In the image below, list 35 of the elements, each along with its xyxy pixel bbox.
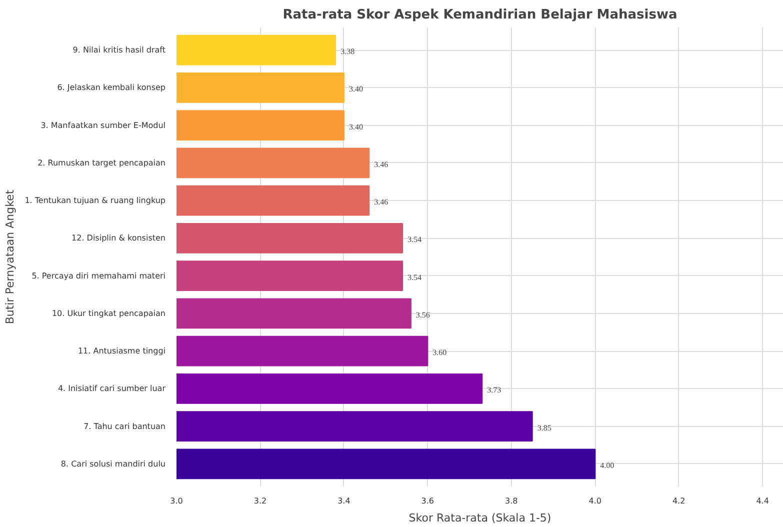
y-tick-label: 5. Percaya diri memahami materi [32,271,166,280]
data-label: 3.54 [408,235,422,244]
y-tick-label: 9. Nilai kritis hasil draft [72,46,166,55]
y-tick-label: 4. Inisiatif cari sumber luar [58,384,166,394]
x-axis-title: Skor Rata-rata (Skala 1-5) [408,512,552,524]
x-tick-label: 3.0 [170,496,183,506]
chart-title: Rata-rata Skor Aspek Kemandirian Belajar Mahasiswa [282,8,678,22]
x-tick-label: 4.4 [756,496,769,506]
y-tick-label: 7. Tahu cari bantuan [84,422,166,431]
data-label: 3.40 [348,84,363,94]
x-tick-label: 4.2 [672,496,686,506]
x-tick-label: 3.4 [338,496,350,506]
y-tick-label: 6. Jelaskan kembali konsep [57,83,166,92]
y-tick-label: 10. Ukur tingkat pencapaian [52,308,166,318]
data-label: 3.60 [432,348,447,358]
y-tick-label: 11. Antusiasme tinggi [78,346,166,356]
y-tick-label: 8. Cari solusi mandiri dulu [60,459,166,468]
x-tick-label: 3.6 [421,496,434,506]
y-tick-label: 3. Manfaatkan sumber E-Modul [40,120,166,130]
data-label: 3.38 [340,47,355,56]
x-tick-label: 4.0 [588,496,602,506]
data-label: 3.46 [374,198,388,207]
data-label: 3.73 [487,386,502,395]
data-label: 3.56 [416,310,430,320]
data-label: 3.40 [348,122,363,132]
data-label: 3.46 [374,160,388,169]
data-label: 4.00 [600,460,614,470]
y-tick-label: 1. Tentukan tujuan & ruang lingkup [24,196,166,206]
data-label: 3.85 [537,423,552,432]
x-tick-label: 3.2 [254,496,267,506]
x-tick-label: 3.8 [505,496,518,506]
y-tick-label: 12. Disiplin & konsisten [72,234,166,243]
data-label: 3.54 [408,272,422,282]
y-axis-title: Butir Pernyataan Angket [4,189,17,324]
y-tick-label: 2. Rumuskan target pencapaian [38,158,166,168]
